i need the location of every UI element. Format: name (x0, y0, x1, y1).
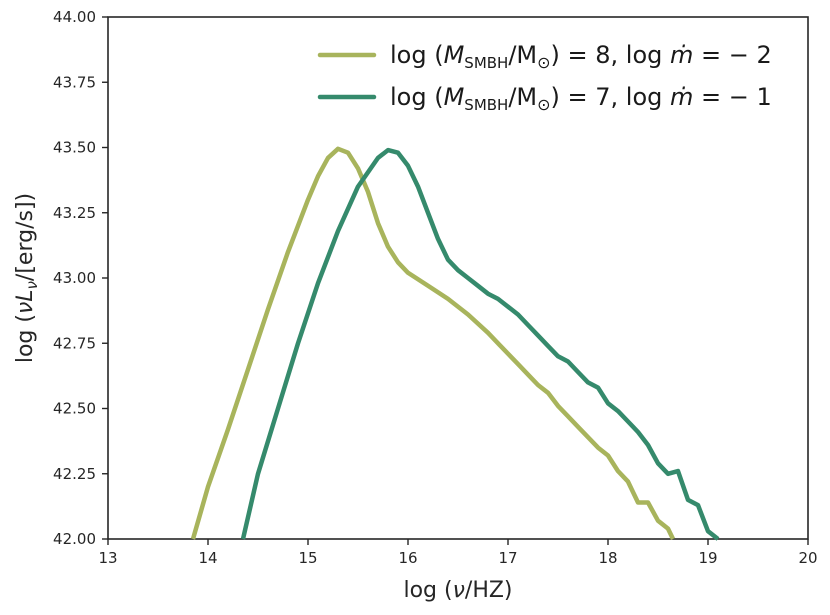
series-layer (190, 146, 720, 541)
y-tick-label: 43.25 (53, 204, 96, 222)
x-axis: 13 14 15 16 17 18 19 20 (98, 539, 818, 567)
y-tick-label: 42.75 (53, 334, 96, 352)
series-line-1 (190, 146, 676, 540)
x-tick-label: 17 (498, 549, 517, 567)
x-axis-label: log (ν/HZ) (403, 578, 512, 603)
y-axis-label: log (νLν/[erg/s]) (13, 193, 41, 363)
y-tick-label: 42.25 (53, 465, 96, 483)
x-tick-label: 14 (198, 549, 217, 567)
series-line-2 (240, 147, 720, 541)
legend-label-series-1: log (MSMBH/M⊙) = 8, log ṁ = − 2 (390, 41, 772, 72)
x-tick-label: 20 (798, 549, 817, 567)
x-tick-label: 15 (298, 549, 317, 567)
y-tick-label: 43.50 (53, 139, 96, 157)
legend-label-series-2: log (MSMBH/M⊙) = 7, log ṁ = − 1 (390, 83, 772, 114)
y-tick-label: 43.75 (53, 73, 96, 91)
y-tick-label: 42.00 (53, 530, 96, 548)
x-tick-label: 13 (98, 549, 117, 567)
y-tick-label: 42.50 (53, 400, 96, 418)
y-tick-label: 43.00 (53, 269, 96, 287)
x-tick-label: 16 (398, 549, 417, 567)
x-tick-label: 19 (698, 549, 717, 567)
x-tick-label: 18 (598, 549, 617, 567)
legend: log (MSMBH/M⊙) = 8, log ṁ = − 2 log (MSM… (317, 41, 772, 114)
y-tick-label: 44.00 (53, 8, 96, 26)
y-axis: 42.00 42.25 42.50 42.75 43.00 43.25 43.50 43.75… (53, 8, 108, 548)
